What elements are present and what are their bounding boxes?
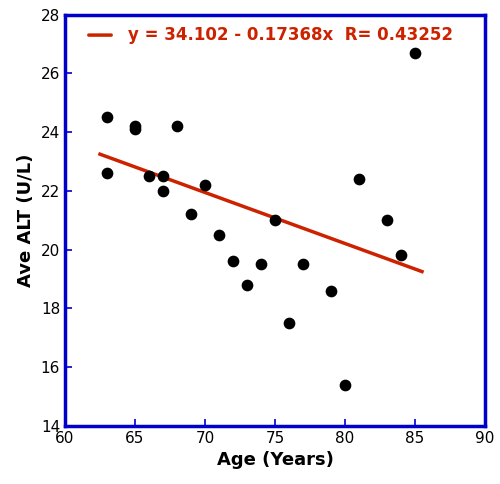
Point: [383, 216, 391, 224]
Point: [285, 319, 293, 327]
Point: [355, 175, 363, 183]
Point: [145, 172, 153, 180]
Point: [299, 260, 307, 268]
Point: [327, 287, 335, 295]
Point: [187, 211, 195, 218]
Point: [103, 169, 111, 177]
Point: [131, 125, 139, 133]
Point: [271, 216, 279, 224]
Point: [215, 231, 223, 239]
X-axis label: Age (Years): Age (Years): [216, 452, 334, 469]
Point: [201, 181, 209, 189]
Point: [229, 257, 237, 265]
Point: [131, 122, 139, 130]
Text: y = 34.102 - 0.17368x  R= 0.43252: y = 34.102 - 0.17368x R= 0.43252: [128, 26, 453, 44]
Point: [173, 122, 181, 130]
Point: [397, 252, 405, 259]
Point: [159, 187, 167, 195]
Point: [103, 114, 111, 121]
Point: [159, 172, 167, 180]
Point: [257, 260, 265, 268]
Point: [341, 381, 349, 389]
Point: [243, 281, 251, 289]
Y-axis label: Ave ALT (U/L): Ave ALT (U/L): [17, 153, 35, 287]
Point: [411, 49, 419, 57]
